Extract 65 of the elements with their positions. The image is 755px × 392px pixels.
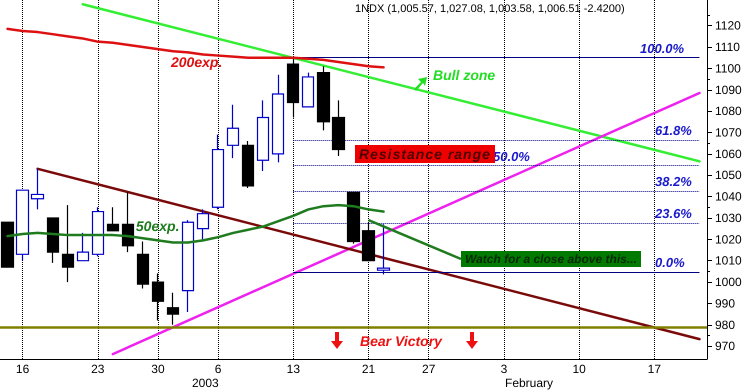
y-tick-label: 1050 <box>715 168 742 182</box>
y-tick-label: 1100 <box>715 61 742 76</box>
annotation: 0.0% <box>655 255 685 270</box>
candlestick <box>166 292 180 326</box>
text: February <box>505 376 554 390</box>
annotation: Resistance range <box>355 145 495 163</box>
candlestick <box>76 232 90 262</box>
y-tick-label: 1030 <box>715 210 742 225</box>
x-tick-label: 30 <box>151 362 165 376</box>
y-tick-label: 990 <box>715 296 736 310</box>
y-tick-label: 1120 <box>715 18 742 33</box>
line-series <box>6 204 385 244</box>
x-tick-label: 3 <box>500 362 508 376</box>
x-tick-label: 27 <box>422 362 436 376</box>
y-tick-label: 1000 <box>715 275 742 290</box>
candlestick <box>92 206 104 258</box>
annotation: 50.0% <box>493 148 530 164</box>
y-tick-label: 970 <box>715 339 736 354</box>
annotation: Bull zone <box>433 67 496 83</box>
annotation: 61.8% <box>655 122 692 138</box>
series-label: 200exp. <box>170 54 222 70</box>
candlestick <box>16 190 30 262</box>
candlestick <box>256 100 270 172</box>
text: 2003 <box>192 376 219 390</box>
candlestick <box>62 204 74 283</box>
x-tick-label: 13 <box>286 362 300 376</box>
annotation: 23.6% <box>655 206 692 222</box>
x-tick-label: 16 <box>16 362 30 376</box>
candlestick <box>226 104 240 159</box>
y-tick-label: 1080 <box>715 104 742 118</box>
y-tick-label: 1110 <box>715 40 740 54</box>
candlestick <box>302 72 314 108</box>
candlestick <box>0 222 14 268</box>
y-tick-label: 1060 <box>715 146 742 161</box>
candlestick <box>242 140 254 189</box>
y-tick-label: 1020 <box>715 232 742 246</box>
candlestick <box>136 240 150 290</box>
y-tick-label: 1010 <box>715 254 742 268</box>
x-tick-label: 17 <box>648 362 662 376</box>
y-tick-label: 980 <box>715 318 736 332</box>
candlestick <box>332 100 346 157</box>
y-tick-label: 1090 <box>715 82 742 97</box>
annotation: Watch for a close above this... <box>461 251 641 267</box>
x-tick-label: 23 <box>91 362 105 376</box>
chart-title: 1NDX (1,005.57, 1,027.08, 1,003.58, 1,006.51 -2.4200) <box>355 3 625 15</box>
candlestick <box>46 217 60 264</box>
candlestick <box>182 220 194 313</box>
y-tick-label: 1040 <box>715 190 742 204</box>
candlestick <box>196 208 210 240</box>
annotation: Bear Victory <box>360 333 442 349</box>
candlestick <box>316 66 330 131</box>
candlestick <box>346 192 360 244</box>
candlestick <box>106 206 120 232</box>
series-label: 50exp. <box>136 218 180 234</box>
annotation: 100.0% <box>640 40 684 56</box>
line-series <box>6 28 385 69</box>
x-tick-label: 21 <box>362 362 376 376</box>
x-tick-label: 10 <box>572 362 586 376</box>
candlestick <box>272 74 284 164</box>
x-tick-label: 6 <box>214 362 222 376</box>
candlestick <box>376 224 390 276</box>
y-tick-label: 1070 <box>715 125 742 140</box>
candlestick <box>30 168 44 210</box>
candlestick <box>212 134 224 210</box>
annotation: 38.2% <box>655 174 692 190</box>
